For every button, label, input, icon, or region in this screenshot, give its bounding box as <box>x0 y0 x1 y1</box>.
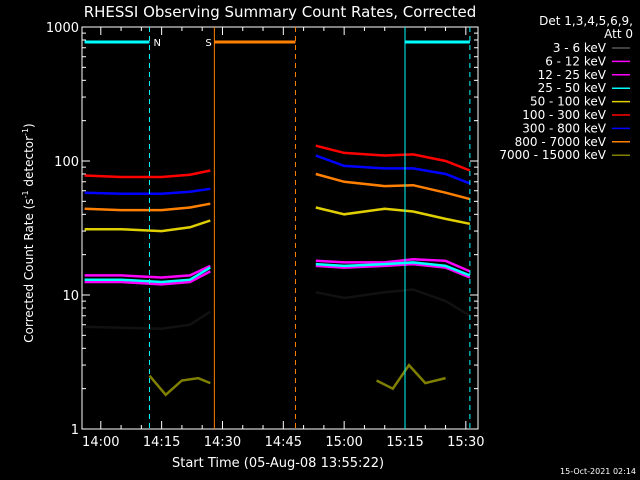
x-tick-label: 14:15 <box>143 435 180 450</box>
y-axis-label: Corrected Count Rate (s-1 detector-1) <box>21 123 36 342</box>
y-tick-label: 100 <box>54 155 79 170</box>
series-line-0 <box>315 288 471 317</box>
y-axis-label-sup1: -1 <box>21 190 30 198</box>
marker-label-0: N <box>153 38 160 49</box>
series-line-3 <box>315 261 471 277</box>
legend-label-0: 3 - 6 keV <box>553 41 607 55</box>
legend-label-5: 100 - 300 keV <box>522 108 606 122</box>
series-line-7 <box>315 172 471 201</box>
series-line-5 <box>84 169 211 179</box>
x-tick-label: 15:15 <box>386 435 423 450</box>
svg-text:Corrected Count Rate (s-1 dete: Corrected Count Rate (s-1 detector-1) <box>21 123 36 342</box>
series-line-5 <box>315 144 471 172</box>
series-line-6 <box>315 154 471 185</box>
y-tick-label: 1000 <box>46 21 79 36</box>
series-line-2 <box>315 262 471 279</box>
y-axis-label-sup2: -1 <box>21 128 30 136</box>
x-axis-label: Start Time (05-Aug-08 13:55:22) <box>172 456 384 471</box>
series-line-2 <box>84 270 211 286</box>
legend-label-6: 300 - 800 keV <box>522 121 606 135</box>
legend-header-line1: Det 1,3,4,5,6,9, <box>539 14 633 28</box>
series-line-6 <box>84 187 211 195</box>
y-axis-label-text: Corrected Count Rate (s <box>22 198 36 342</box>
x-tick-label: 14:00 <box>82 435 119 450</box>
series-line-3 <box>84 266 211 284</box>
series-line-7 <box>84 202 211 212</box>
chart-title: RHESSI Observing Summary Count Rates, Co… <box>84 3 477 21</box>
legend-header-line2: Att 0 <box>604 27 633 41</box>
x-tick-label: 15:00 <box>325 435 362 450</box>
series-line-4 <box>315 206 471 226</box>
plot-frame <box>81 26 479 430</box>
y-tick-label: 1 <box>71 423 79 438</box>
legend-label-4: 50 - 100 keV <box>530 95 607 109</box>
y-axis-label-end: ) <box>22 123 36 128</box>
legend-label-7: 800 - 7000 keV <box>515 135 607 149</box>
legend-label-8: 7000 - 15000 keV <box>499 148 606 162</box>
footer-timestamp: 15-Oct-2021 02:14 <box>560 467 636 476</box>
legend-label-3: 25 - 50 keV <box>538 81 607 95</box>
x-tick-label: 14:30 <box>204 435 241 450</box>
series-line-4 <box>84 219 211 233</box>
series-line-1 <box>84 264 211 279</box>
legend-label-1: 6 - 12 keV <box>545 54 607 68</box>
series-line-8 <box>376 363 446 391</box>
plot-area: 1 10 100 1000 14:00 14:15 14:30 14:45 15:00 15:15… <box>46 21 485 450</box>
y-tick-label: 10 <box>62 289 79 304</box>
series-line-1 <box>315 257 471 273</box>
series-line-0 <box>84 310 211 330</box>
x-tick-label: 14:45 <box>265 435 302 450</box>
legend-label-2: 12 - 25 keV <box>538 68 607 82</box>
marker-label-1: S <box>205 38 211 49</box>
x-tick-label: 15:30 <box>447 435 484 450</box>
y-axis-label-mid: detector <box>22 136 36 191</box>
series-line-8 <box>148 374 211 397</box>
